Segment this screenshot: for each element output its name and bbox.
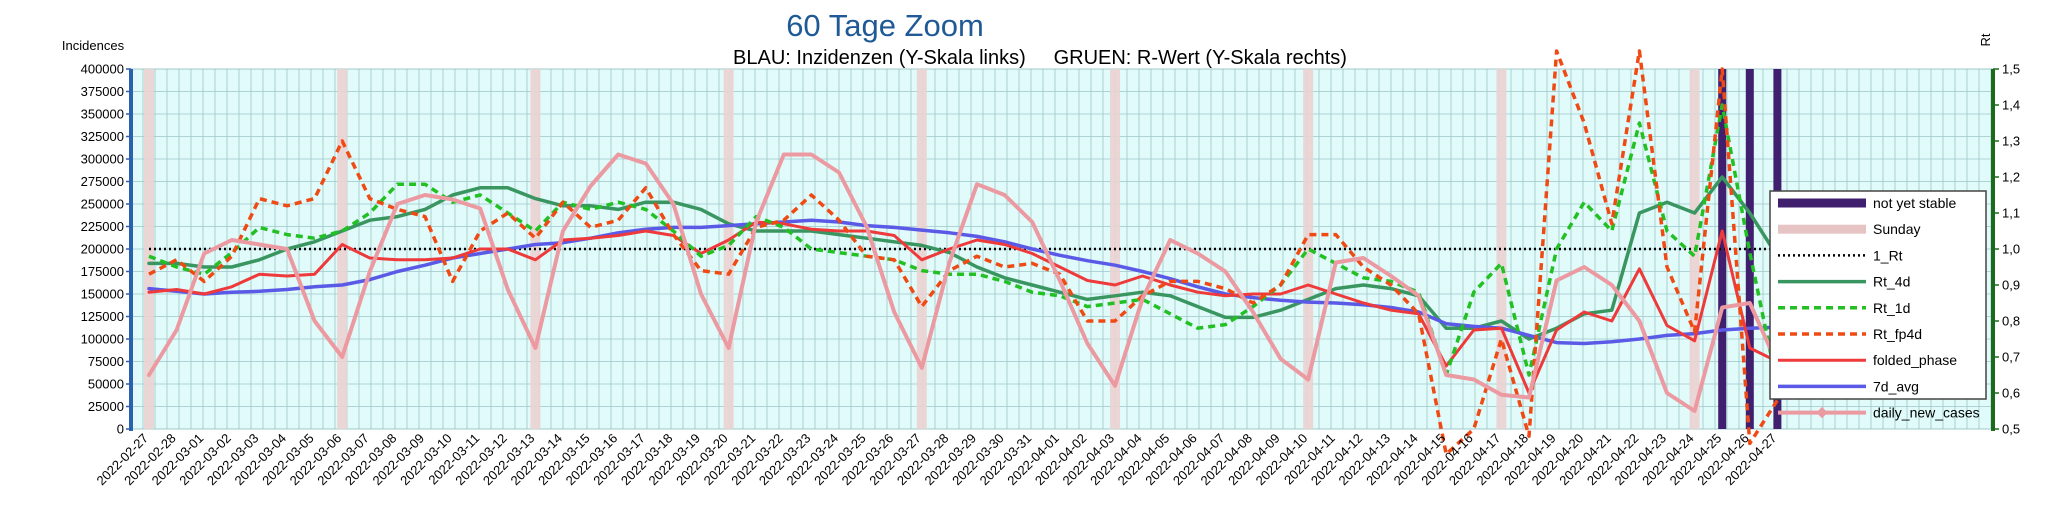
right-tick-label: 1,2 — [2002, 170, 2020, 185]
right-tick-label: 0,8 — [2002, 314, 2020, 329]
left-tick-label: 100000 — [81, 332, 124, 347]
legend-label: 1_Rt — [1873, 247, 1903, 263]
right-tick-label: 0,7 — [2002, 350, 2020, 365]
legend-label: Rt_1d — [1873, 300, 1910, 316]
series-lines — [147, 49, 1780, 456]
left-tick-label: 175000 — [81, 264, 124, 279]
x-tick-labels: 2022-02-272022-02-282022-03-012022-03-02… — [93, 431, 1779, 489]
left-axis-label: Incidences — [62, 38, 125, 53]
series-line-rt-4d — [147, 175, 1780, 341]
legend-swatch — [1778, 224, 1866, 234]
left-tick-label: 50000 — [88, 377, 124, 392]
right-axis-label: Rt — [1978, 33, 1993, 46]
right-tick-label: 1,0 — [2002, 242, 2020, 257]
right-tick-label: 1,1 — [2002, 206, 2020, 221]
series-line-7d-avg — [147, 218, 1780, 346]
legend: not yet stable Sunday 1_Rt Rt_4d Rt_1d Rt_fp4… — [1769, 190, 1987, 421]
legend-label: Sunday — [1873, 221, 1920, 237]
left-tick-label: 150000 — [81, 287, 124, 302]
left-tick-label: 25000 — [88, 399, 124, 414]
left-tick-label: 200000 — [81, 242, 124, 257]
sunday-band — [1496, 69, 1507, 429]
chart-subtitle: BLAU: Inzidenzen (Y-Skala links) GRUEN: … — [733, 47, 1347, 69]
left-tick-label: 0 — [117, 422, 124, 437]
right-tick-label: 1,3 — [2002, 134, 2020, 149]
left-tick-label: 75000 — [88, 354, 124, 369]
left-tick-label: 225000 — [81, 219, 124, 234]
legend-label: folded_phase — [1873, 352, 1957, 368]
not-yet-stable-band — [1718, 69, 1727, 429]
sunday-band — [337, 69, 348, 429]
right-tick-label: 1,4 — [2002, 98, 2020, 113]
right-tick-label: 0,9 — [2002, 278, 2020, 293]
left-tick-label: 275000 — [81, 174, 124, 189]
sunday-band — [1303, 69, 1314, 429]
left-tick-label: 300000 — [81, 152, 124, 167]
series-line-rt-fp4d — [148, 49, 1779, 456]
left-tick-label: 375000 — [81, 84, 124, 99]
legend-label: not yet stable — [1873, 195, 1956, 211]
legend-label: 7d_avg — [1873, 378, 1919, 394]
legend-label: daily_new_cases — [1873, 405, 1980, 421]
sunday-band — [723, 69, 734, 429]
left-tick-label: 325000 — [81, 129, 124, 144]
series-line-rt-1d — [148, 103, 1780, 387]
left-tick-label: 400000 — [81, 62, 124, 77]
left-tick-label: 125000 — [81, 309, 124, 324]
legend-swatch — [1778, 198, 1866, 208]
legend-label: Rt_4d — [1873, 274, 1910, 290]
right-tick-label: 0,5 — [2002, 422, 2020, 437]
legend-marker — [1816, 406, 1828, 419]
left-tick-label: 350000 — [81, 107, 124, 122]
legend-items: not yet stable Sunday 1_Rt Rt_4d Rt_1d Rt_fp4… — [1778, 195, 1980, 421]
right-tick-labels: 0,5 0,6 0,7 0,8 0,9 1,0 1,1 1,2 1,3 1,4 1,5 — [1993, 62, 2020, 437]
sunday-band — [916, 69, 927, 429]
chart-title: 60 Tage Zoom — [786, 8, 984, 43]
left-tick-label: 250000 — [81, 197, 124, 212]
right-tick-label: 0,6 — [2002, 386, 2020, 401]
series-line-folded-phase — [147, 220, 1779, 395]
left-tick-labels: 0 25000 50000 75000 100000 125000 150000 175000… — [81, 62, 131, 437]
series-line-daily-new-cases — [147, 152, 1780, 413]
legend-label: Rt_fp4d — [1873, 326, 1922, 342]
right-tick-label: 1,5 — [2002, 62, 2020, 77]
